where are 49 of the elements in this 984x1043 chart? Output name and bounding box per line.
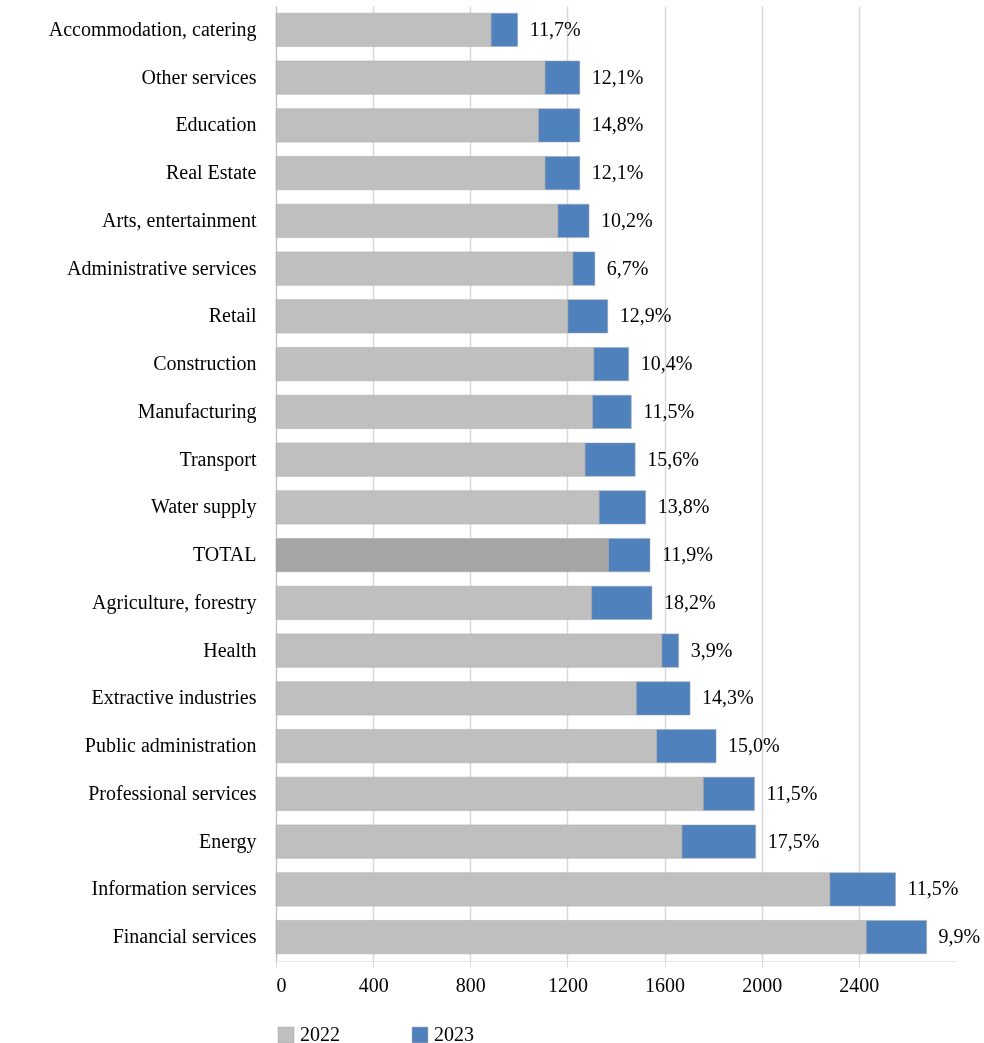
x-tick-label: 1200 bbox=[547, 973, 588, 996]
annotation: 12,1% bbox=[591, 161, 644, 184]
x-tick-label: 800 bbox=[455, 973, 486, 996]
y-tick-label: Real Estate bbox=[165, 161, 257, 184]
x-tick-label: 2400 bbox=[839, 973, 880, 996]
annotation: 6,7% bbox=[606, 256, 649, 279]
y-tick-label: Water supply bbox=[150, 495, 257, 519]
annotation: 13,8% bbox=[657, 495, 710, 518]
y-tick-label: Extractive industries bbox=[91, 686, 257, 709]
y-tick-label: TOTAL bbox=[192, 543, 257, 566]
annotation: 11,5% bbox=[907, 877, 959, 900]
y-tick-label: Agriculture, forestry bbox=[92, 590, 257, 614]
annotation: 14,8% bbox=[591, 113, 644, 136]
y-tick-label: Financial services bbox=[112, 925, 257, 948]
annotation: 10,4% bbox=[640, 352, 693, 375]
y-tick-label: Manufacturing bbox=[137, 399, 257, 423]
annotation: 10,2% bbox=[601, 208, 653, 231]
x-tick-label: 400 bbox=[358, 973, 389, 996]
x-tick-label: 2000 bbox=[742, 973, 783, 996]
y-tick-label: Health bbox=[203, 638, 257, 661]
annotation: 17,5% bbox=[767, 829, 820, 852]
annotation: 12,9% bbox=[619, 304, 672, 327]
y-tick-label: Professional services bbox=[88, 781, 257, 804]
y-tick-label: Accommodation, catering bbox=[48, 17, 257, 41]
annotation: 3,9% bbox=[690, 638, 733, 661]
annotation: 11,7% bbox=[529, 17, 581, 40]
annotation: 14,3% bbox=[702, 686, 754, 709]
annotation: 9,9% bbox=[938, 925, 981, 948]
y-tick-label: Arts, entertainment bbox=[102, 208, 257, 231]
y-tick-label: Administrative services bbox=[67, 256, 257, 279]
y-tick-label: Energy bbox=[199, 829, 257, 853]
annotation: 12,1% bbox=[591, 65, 644, 88]
x-tick-label: 0 bbox=[276, 973, 287, 996]
annotation: 11,5% bbox=[766, 781, 818, 804]
y-tick-label: Construction bbox=[153, 352, 257, 375]
y-tick-label: Information services bbox=[91, 877, 257, 900]
annotation: 15,0% bbox=[728, 734, 780, 757]
annotation: 15,6% bbox=[647, 447, 699, 470]
x-tick-label: 1600 bbox=[645, 973, 686, 996]
annotation: 11,5% bbox=[643, 399, 695, 422]
legend-label: 2022 bbox=[300, 1023, 340, 1043]
annotation: 11,9% bbox=[662, 543, 713, 566]
y-tick-label: Transport bbox=[179, 447, 257, 471]
y-tick-label: Public administration bbox=[84, 734, 257, 757]
y-tick-label: Other services bbox=[141, 65, 257, 88]
y-tick-label: Retail bbox=[208, 304, 257, 327]
legend-label: 2023 bbox=[434, 1023, 474, 1043]
y-tick-label: Education bbox=[175, 113, 257, 136]
annotation: 18,2% bbox=[663, 590, 716, 613]
